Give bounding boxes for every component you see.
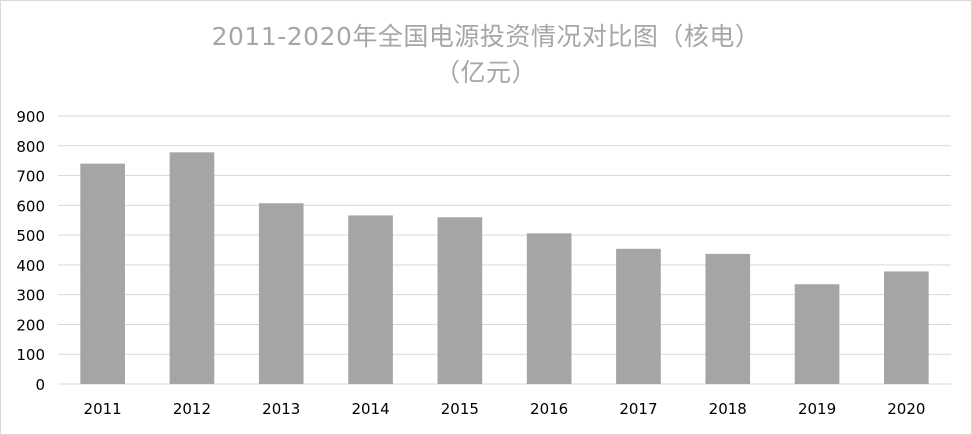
y-tick-label: 700 bbox=[16, 168, 45, 186]
bar-2015 bbox=[437, 217, 483, 384]
bar-2011 bbox=[80, 163, 125, 384]
y-tick-label: 500 bbox=[16, 227, 45, 245]
y-tick-label: 100 bbox=[16, 346, 45, 364]
x-tick-label: 2013 bbox=[262, 400, 300, 418]
x-tick-label: 2011 bbox=[84, 400, 122, 418]
y-tick-label: 200 bbox=[16, 316, 45, 334]
bar-2017 bbox=[616, 248, 661, 384]
y-tick-label: 600 bbox=[16, 197, 45, 215]
x-tick-label: 2015 bbox=[441, 400, 479, 418]
x-tick-label: 2014 bbox=[351, 400, 389, 418]
bar-2012 bbox=[169, 152, 215, 384]
bar-2016 bbox=[526, 233, 572, 384]
x-tick-label: 2017 bbox=[619, 400, 657, 418]
chart-subtitle-unit: （亿元） bbox=[434, 58, 537, 87]
y-tick-label: 400 bbox=[16, 257, 45, 275]
y-tick-label: 0 bbox=[35, 376, 45, 394]
bar-2013 bbox=[258, 203, 304, 384]
x-tick-label: 2019 bbox=[798, 400, 836, 418]
bar-2014 bbox=[348, 215, 393, 384]
bar-2020 bbox=[884, 271, 929, 384]
bar-2018 bbox=[705, 253, 751, 384]
x-tick-label: 2016 bbox=[530, 400, 568, 418]
x-tick-label: 2018 bbox=[709, 400, 747, 418]
x-tick-label: 2020 bbox=[887, 400, 925, 418]
y-tick-label: 300 bbox=[16, 287, 45, 305]
chart-title: 2011-2020年全国电源投资情况对比图（核电） bbox=[211, 22, 761, 51]
y-tick-label: 800 bbox=[16, 138, 45, 156]
x-tick-label: 2012 bbox=[173, 400, 211, 418]
y-tick-label: 900 bbox=[16, 108, 45, 126]
bar-2019 bbox=[794, 284, 840, 384]
